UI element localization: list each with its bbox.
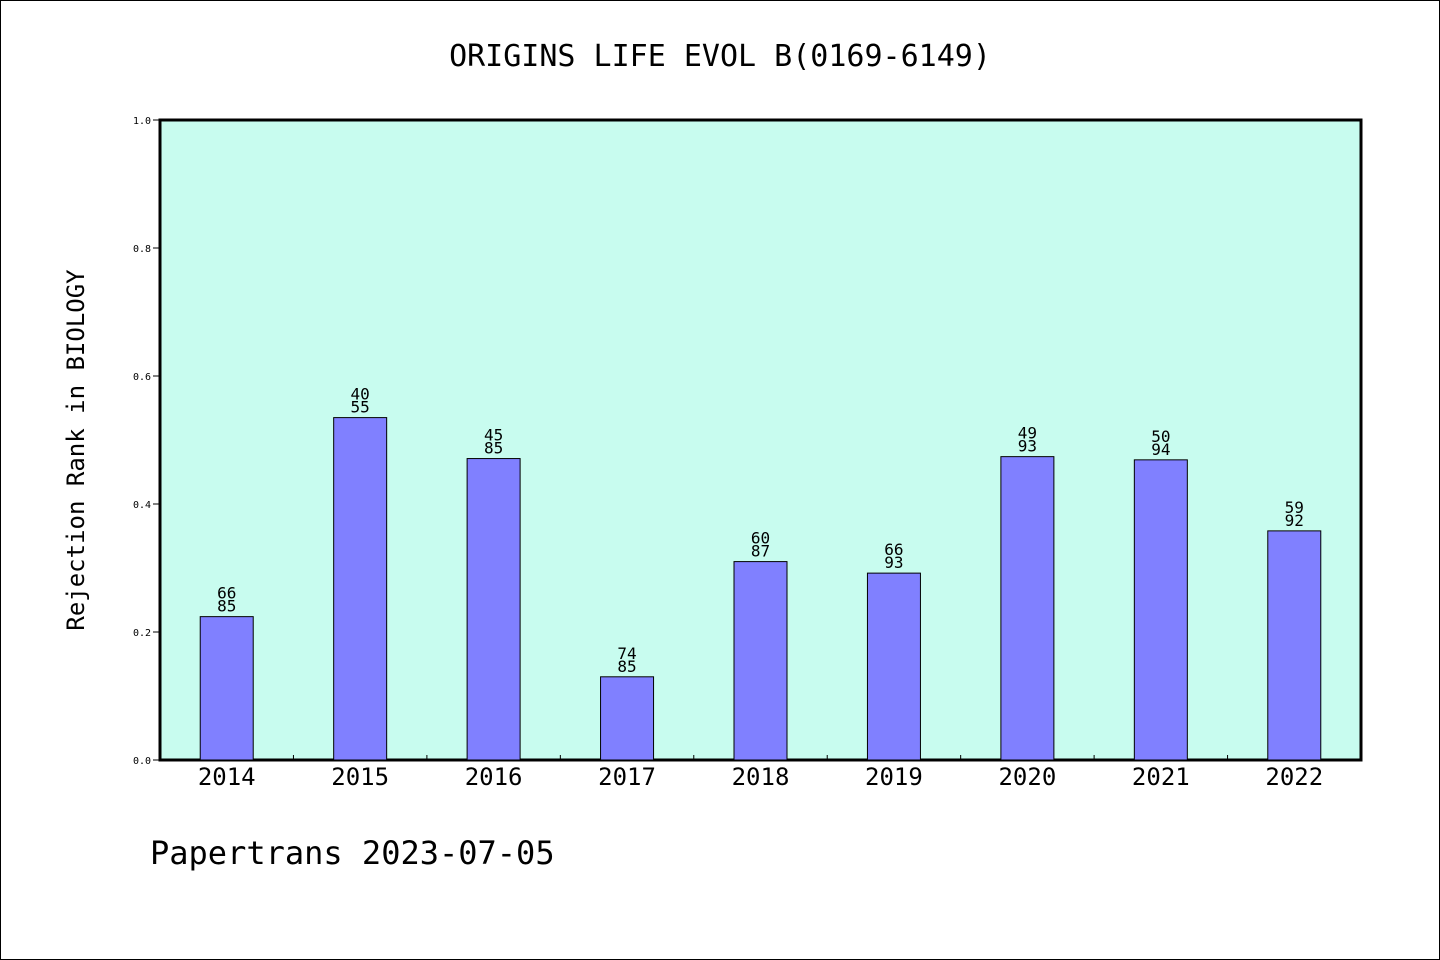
bar <box>199 616 254 761</box>
bar-label-top: 66 <box>217 584 236 603</box>
bar-label-bottom: 85 <box>484 439 503 458</box>
y-tick-label: 0.8 <box>133 244 151 255</box>
bar-label-bottom: 87 <box>751 542 770 561</box>
x-tick-label: 2015 <box>331 763 389 791</box>
bar-label-bottom: 92 <box>1285 511 1304 530</box>
bar-label-top: 74 <box>617 644 636 663</box>
y-tick-label: 0.0 <box>133 756 151 767</box>
x-axis: 2014 2015 2016 2017 2018 2019 2020 2021 2022 <box>198 755 1323 791</box>
bar-label-top: 49 <box>1018 424 1037 443</box>
bar-label-top: 60 <box>751 529 770 548</box>
y-tick-label: 0.2 <box>133 628 151 639</box>
bar-label-bottom: 85 <box>217 597 236 616</box>
bar <box>733 561 788 761</box>
watermark: Papertrans 2023-07-05 <box>150 834 555 872</box>
bar-label-bottom: 94 <box>1151 440 1170 459</box>
bar <box>600 676 655 761</box>
bar-label-top: 50 <box>1151 427 1170 446</box>
bar <box>1000 456 1055 761</box>
x-tick-label: 2021 <box>1132 763 1190 791</box>
bar-label-top: 45 <box>484 426 503 445</box>
bar-label-bottom: 85 <box>617 657 636 676</box>
bar <box>333 417 388 761</box>
bar <box>466 458 521 761</box>
bar-label-top: 40 <box>351 385 370 404</box>
y-tick-label: 0.4 <box>133 500 151 511</box>
bar <box>1267 530 1322 761</box>
bar-label-top: 66 <box>884 540 903 559</box>
x-tick-label: 2016 <box>465 763 523 791</box>
y-axis: 0.0 0.2 0.4 0.6 0.8 1.0 <box>133 116 160 767</box>
y-tick-label: 1.0 <box>133 116 151 127</box>
bar <box>1133 459 1188 761</box>
x-tick-label: 2018 <box>732 763 790 791</box>
x-tick-label: 2019 <box>865 763 923 791</box>
bar <box>866 572 921 761</box>
x-tick-label: 2022 <box>1265 763 1323 791</box>
bar-label-bottom: 93 <box>884 553 903 572</box>
bar-label-bottom: 93 <box>1018 437 1037 456</box>
x-tick-label: 2014 <box>198 763 256 791</box>
y-axis-label: Rejection Rank in BIOLOGY <box>62 269 90 631</box>
x-tick-label: 2017 <box>598 763 656 791</box>
bar-label-top: 59 <box>1285 498 1304 517</box>
x-tick-label: 2020 <box>998 763 1056 791</box>
chart-title: ORIGINS LIFE EVOL B(0169-6149) <box>449 39 991 74</box>
bar-label-bottom: 55 <box>351 398 370 417</box>
y-tick-label: 0.6 <box>133 372 151 383</box>
